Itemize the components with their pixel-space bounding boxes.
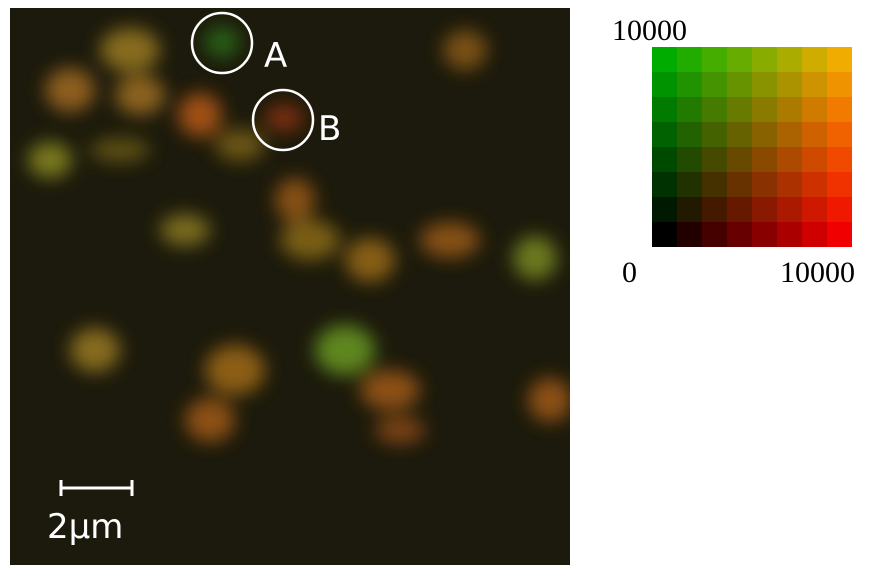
colorbar-cell xyxy=(752,97,777,122)
colorbar-cell xyxy=(802,172,827,197)
colorbar-cell xyxy=(702,72,727,97)
colorbar-cell xyxy=(727,97,752,122)
colorbar-cell xyxy=(702,97,727,122)
colorbar-cell xyxy=(677,147,702,172)
image-background xyxy=(10,8,570,565)
colorbar-cell xyxy=(727,47,752,72)
colorbar-cell xyxy=(777,222,802,247)
colorbar-cell xyxy=(802,72,827,97)
colorbar-cell xyxy=(652,147,677,172)
colorbar-cell xyxy=(702,47,727,72)
colorbar-cell xyxy=(802,122,827,147)
colorbar-cell xyxy=(752,172,777,197)
colorbar-cell xyxy=(677,197,702,222)
colorbar-cell xyxy=(702,122,727,147)
colorbar-cell xyxy=(702,222,727,247)
colorbar-cell xyxy=(677,122,702,147)
colorbar-cell xyxy=(802,47,827,72)
colorbar-cell xyxy=(752,47,777,72)
colorbar-cell xyxy=(727,222,752,247)
marker-circle xyxy=(190,11,254,75)
colorbar-cell xyxy=(677,47,702,72)
colorbar-cell xyxy=(827,172,852,197)
marker-label: B xyxy=(318,109,341,149)
scale-bar-label: 2μm xyxy=(47,507,123,547)
colorbar-cell xyxy=(827,222,852,247)
colorbar-cell xyxy=(652,197,677,222)
colorbar-cell xyxy=(752,122,777,147)
colorbar-cell xyxy=(777,47,802,72)
colorbar-cell xyxy=(652,72,677,97)
colorbar-cell xyxy=(777,147,802,172)
colorbar-cell xyxy=(777,97,802,122)
colorbar-cell xyxy=(777,172,802,197)
colorbar-cell xyxy=(752,147,777,172)
colorbar-cell xyxy=(802,222,827,247)
colorbar-cell xyxy=(827,72,852,97)
colorbar-cell xyxy=(652,97,677,122)
colorbar-x-max: 10000 xyxy=(780,256,855,289)
colorbar-cell xyxy=(652,47,677,72)
colorbar-cell xyxy=(827,47,852,72)
colorbar-cell xyxy=(727,147,752,172)
colorbar xyxy=(652,47,852,247)
colorbar-cell xyxy=(752,72,777,97)
colorbar-cell xyxy=(777,197,802,222)
marker-label: A xyxy=(264,36,287,76)
colorbar-cell xyxy=(652,122,677,147)
colorbar-cell xyxy=(727,122,752,147)
colorbar-cell xyxy=(777,122,802,147)
colorbar-cell xyxy=(827,122,852,147)
colorbar-cell xyxy=(727,197,752,222)
scale-bar xyxy=(59,480,134,496)
marker-circle xyxy=(251,88,315,152)
colorbar-cell xyxy=(727,172,752,197)
colorbar-cell xyxy=(802,197,827,222)
colorbar-cell xyxy=(802,147,827,172)
colorbar-cell xyxy=(677,222,702,247)
micrograph: A B 2μm xyxy=(10,8,570,565)
colorbar-cell xyxy=(752,197,777,222)
colorbar-cell xyxy=(827,97,852,122)
colorbar-cell xyxy=(677,72,702,97)
colorbar-cell xyxy=(827,147,852,172)
colorbar-cell xyxy=(702,147,727,172)
colorbar-x-min: 0 xyxy=(622,256,637,289)
colorbar-cell xyxy=(702,172,727,197)
colorbar-cell xyxy=(827,197,852,222)
colorbar-y-max: 10000 xyxy=(612,14,687,47)
colorbar-cell xyxy=(677,172,702,197)
colorbar-cell xyxy=(727,72,752,97)
colorbar-cell xyxy=(652,222,677,247)
colorbar-cell xyxy=(802,97,827,122)
colorbar-cell xyxy=(702,197,727,222)
colorbar-cell xyxy=(677,97,702,122)
colorbar-cell xyxy=(777,72,802,97)
fluorescent-spots xyxy=(28,26,570,444)
colorbar-cell xyxy=(752,222,777,247)
colorbar-cell xyxy=(652,172,677,197)
